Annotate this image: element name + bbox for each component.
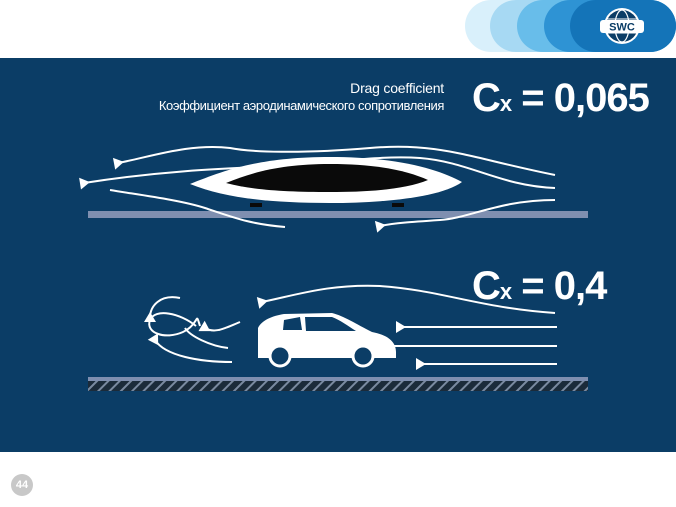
header-band [465, 0, 676, 52]
drag-coefficient-label-en: Drag coefficient [350, 80, 444, 96]
road-line [88, 377, 588, 381]
wake-line [184, 327, 229, 349]
airflow-line [374, 199, 556, 233]
swc-logo: SWC [600, 8, 644, 44]
page-number-badge: 44 [11, 474, 33, 496]
airflow-line [256, 284, 556, 314]
wake-line [147, 333, 233, 363]
streamlined-vehicle-window [226, 164, 428, 192]
car-wheel [268, 344, 292, 368]
vehicle-bogie [250, 203, 262, 207]
drag-coefficient-label-ru: Коэффициент аэродинамического сопротивле… [158, 98, 445, 113]
airflow-line [109, 189, 286, 228]
road-surface [88, 381, 588, 391]
car-window [305, 317, 356, 331]
car-wheel [351, 344, 375, 368]
aero-scene [79, 145, 588, 391]
rail-track [88, 211, 588, 218]
wake-line [143, 296, 181, 323]
car-cx-value: Cx = 0,4 [472, 264, 607, 308]
logo-text: SWC [609, 22, 635, 34]
wake-line [198, 320, 241, 332]
car-scene [88, 284, 588, 391]
airflow-line [112, 145, 556, 176]
vehicle-bogie [392, 203, 404, 207]
streamlined-scene [79, 145, 588, 233]
streamlined-cx-value: Cx = 0,065 [472, 76, 650, 120]
wake-line [148, 312, 201, 337]
car-window [283, 317, 302, 330]
